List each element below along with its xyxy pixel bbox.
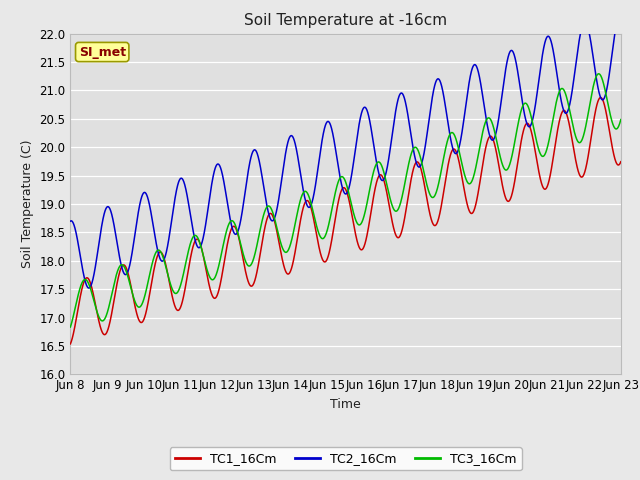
Y-axis label: Soil Temperature (C): Soil Temperature (C) [21,140,34,268]
Legend: TC1_16Cm, TC2_16Cm, TC3_16Cm: TC1_16Cm, TC2_16Cm, TC3_16Cm [170,447,522,470]
Text: SI_met: SI_met [79,46,126,59]
X-axis label: Time: Time [330,398,361,411]
Title: Soil Temperature at -16cm: Soil Temperature at -16cm [244,13,447,28]
